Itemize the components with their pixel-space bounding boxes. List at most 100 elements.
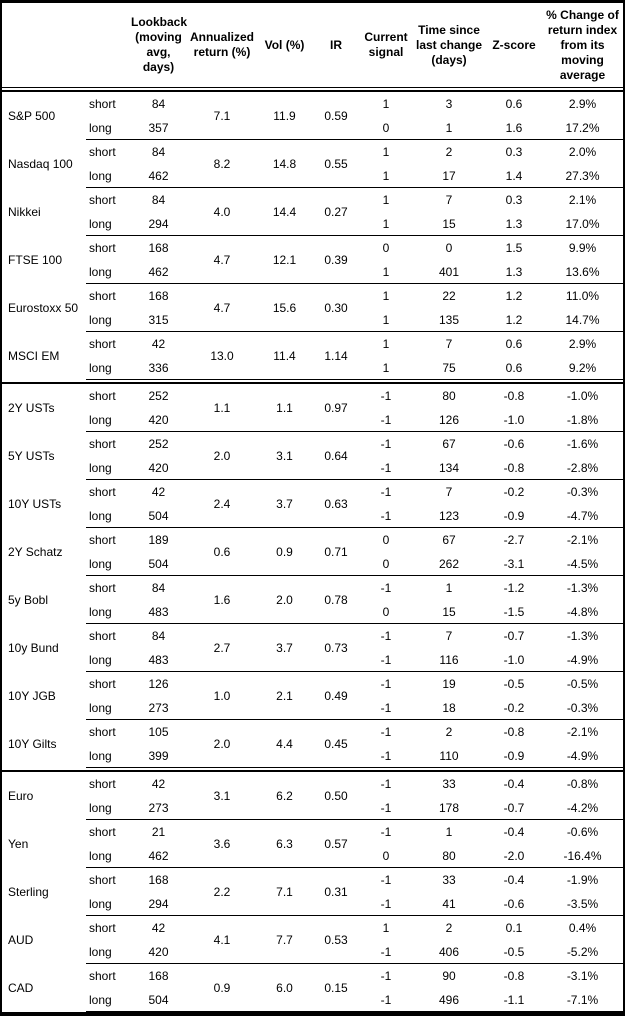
zscore-long-value: 1.6 [505, 121, 523, 135]
side-label-short: short [89, 825, 116, 839]
pct-change-short-value: 0.4% [568, 921, 597, 935]
vol-value: 2.0 [276, 593, 293, 607]
ir-value: 0.78 [324, 593, 348, 607]
days-short-value: 33 [442, 777, 456, 791]
lookback-long-value: 420 [148, 413, 169, 427]
side-label-long: long [89, 945, 112, 959]
signal-long-value: 1 [382, 169, 390, 183]
zscore-short-value: 0.6 [505, 97, 523, 111]
pct-change-short-value: -1.3% [566, 581, 599, 595]
side-label-long: long [89, 217, 112, 231]
side-label-short: short [89, 629, 116, 643]
pct-change-short-value: 9.9% [568, 241, 597, 255]
header-divider [2, 88, 623, 92]
zscore-long-value: 1.2 [505, 313, 523, 327]
side-label-short: short [89, 193, 116, 207]
pct-change-long-value: 13.6% [565, 265, 600, 279]
days-long-value: 41 [442, 897, 456, 911]
days-short-value: 2 [445, 921, 453, 935]
signal-long-value: -1 [380, 897, 392, 911]
signal-short-value: -1 [380, 437, 392, 451]
header-lookback: Lookback (moving avg, days) [131, 15, 188, 74]
days-long-value: 178 [438, 801, 460, 815]
days-long-value: 401 [438, 265, 460, 279]
days-long-value: 17 [442, 169, 456, 183]
days-short-value: 67 [442, 533, 456, 547]
zscore-short-value: -0.7 [503, 629, 525, 643]
pct-change-long-value: -1.8% [566, 413, 599, 427]
days-short-value: 7 [445, 193, 453, 207]
ir-value: 0.49 [324, 689, 348, 703]
signal-short-value: 0 [382, 241, 390, 255]
lookback-short-value: 252 [148, 437, 169, 451]
zscore-short-value: 0.1 [505, 921, 523, 935]
pct-change-long-value: -2.8% [566, 461, 599, 475]
header-current-signal: Current signal [364, 30, 408, 59]
signal-long-value: -1 [380, 993, 392, 1007]
instrument-group: Eurostoxx 50 short 168 1 22 1.2 11.0% 4.… [2, 284, 623, 332]
annualized-return-value: 2.2 [213, 885, 231, 899]
zscore-long-value: -3.1 [503, 557, 525, 571]
days-long-value: 406 [438, 945, 460, 959]
zscore-short-value: -0.8 [503, 389, 525, 403]
side-label-short: short [89, 677, 116, 691]
signal-long-value: -1 [380, 801, 392, 815]
instrument-label: MSCI EM [8, 349, 60, 363]
lookback-short-value: 168 [148, 873, 169, 887]
pct-change-long-value: -4.9% [566, 653, 599, 667]
side-label-long: long [89, 121, 112, 135]
days-long-value: 123 [438, 509, 460, 523]
side-label-short: short [89, 921, 116, 935]
zscore-short-value: -0.8 [503, 725, 525, 739]
signal-short-value: -1 [380, 873, 392, 887]
instrument-label: CAD [8, 981, 34, 995]
vol-value: 15.6 [272, 301, 297, 315]
side-label-short: short [89, 969, 116, 983]
side-label-long: long [89, 897, 112, 911]
header-zscore: Z-score [492, 37, 536, 52]
header-pct-change: % Change of return index from its moving… [546, 7, 619, 82]
days-long-value: 15 [442, 217, 456, 231]
pct-change-long-value: 27.3% [565, 169, 600, 183]
side-label-long: long [89, 361, 112, 375]
instrument-label: S&P 500 [8, 109, 56, 123]
signal-long-value: -1 [380, 413, 392, 427]
header-ir: IR [330, 37, 342, 52]
pct-change-short-value: -3.1% [566, 969, 599, 983]
instrument-group: Sterling short 168 -1 33 -0.4 -1.9% 2.2 … [2, 868, 623, 916]
zscore-long-value: -0.5 [503, 945, 525, 959]
zscore-long-value: -0.2 [503, 701, 525, 715]
side-label-long: long [89, 313, 112, 327]
lookback-short-value: 84 [151, 97, 166, 111]
instrument-label: Sterling [8, 885, 49, 899]
pct-change-short-value: -0.8% [566, 777, 599, 791]
zscore-short-value: 1.2 [505, 289, 523, 303]
lookback-short-value: 168 [148, 241, 169, 255]
lookback-short-value: 105 [148, 725, 169, 739]
zscore-short-value: -0.8 [503, 969, 525, 983]
signal-long-value: 1 [382, 217, 390, 231]
lookback-short-value: 42 [151, 777, 166, 791]
lookback-short-value: 168 [148, 289, 169, 303]
zscore-short-value: 0.6 [505, 337, 523, 351]
pct-change-long-value: -4.8% [566, 605, 599, 619]
vol-value: 6.2 [276, 789, 293, 803]
annualized-return-value: 1.1 [213, 401, 231, 415]
instrument-group: 2Y Schatz short 189 0 67 -2.7 -2.1% 0.6 … [2, 528, 623, 576]
days-short-value: 1 [445, 581, 453, 595]
days-short-value: 33 [442, 873, 456, 887]
signal-long-value: 0 [382, 605, 390, 619]
days-long-value: 134 [438, 461, 460, 475]
side-label-short: short [89, 145, 116, 159]
vol-value: 0.9 [276, 545, 293, 559]
section-equities: S&P 500 short 84 1 3 0.6 2.9% 7.1 11.9 0… [2, 92, 623, 384]
ir-value: 0.15 [324, 981, 348, 995]
annualized-return-value: 7.1 [213, 109, 231, 123]
signal-long-value: -1 [380, 749, 392, 763]
zscore-long-value: -0.9 [503, 509, 525, 523]
signal-short-value: -1 [380, 629, 392, 643]
side-label-short: short [89, 97, 116, 111]
lookback-short-value: 42 [151, 485, 166, 499]
lookback-short-value: 84 [151, 581, 166, 595]
lookback-long-value: 462 [148, 849, 169, 863]
